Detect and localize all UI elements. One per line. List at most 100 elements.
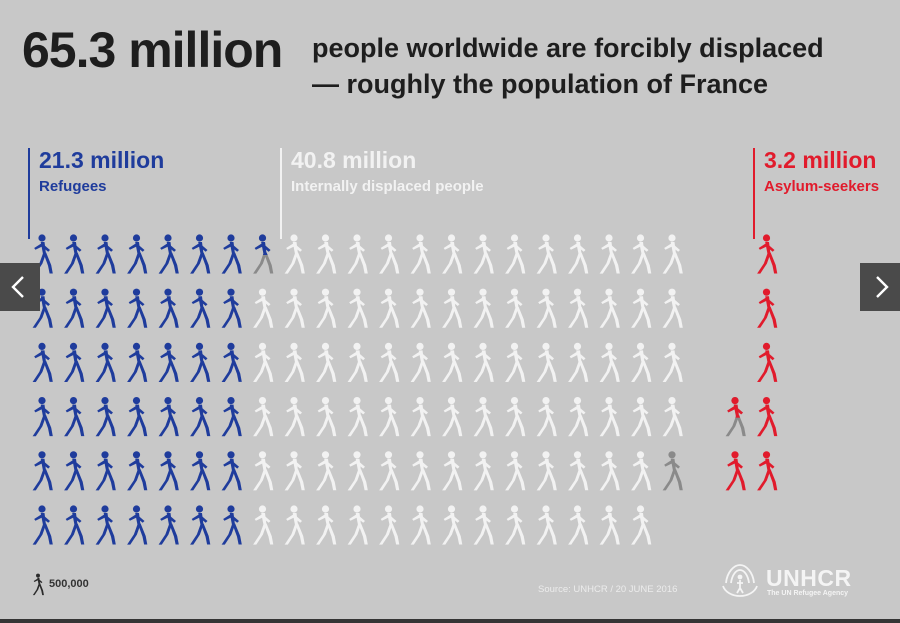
idp-person-icon: [662, 342, 683, 382]
idp-person-icon: [316, 505, 337, 545]
refugee-person-icon: [127, 451, 148, 491]
refugee-person-icon: [158, 397, 179, 437]
idp-person-icon: [442, 505, 463, 545]
icon-grid: [32, 234, 778, 545]
refugee-person-icon: [64, 451, 85, 491]
idp-person-icon: [410, 342, 431, 382]
idp-person-icon: [347, 234, 368, 274]
idp-person-icon: [442, 342, 463, 382]
refugee-person-icon: [221, 342, 242, 382]
refugee-person-icon: [158, 451, 179, 491]
idp-person-icon: [284, 451, 305, 491]
idp-person-icon: [599, 234, 620, 274]
refugee-person-icon: [127, 342, 148, 382]
idp-person-icon: [284, 288, 305, 328]
idp-person-icon: [536, 397, 557, 437]
refugee-person-icon: [127, 505, 148, 545]
refugee-person-icon: [32, 505, 53, 545]
idp-value: 40.8 million: [291, 147, 417, 173]
refugee-person-icon: [95, 234, 116, 274]
headline-subtitle: people worldwide are forcibly displaced …: [312, 30, 824, 102]
idp-person-icon: [347, 505, 368, 545]
idp-person-icon: [568, 234, 589, 274]
idp-person-icon: [442, 397, 463, 437]
idp-person-icon: [505, 505, 526, 545]
idp-person-icon: [347, 397, 368, 437]
idp-person-icon: [410, 505, 431, 545]
next-slide-button[interactable]: [860, 263, 900, 311]
idp-person-icon: [284, 397, 305, 437]
refugees-label: Refugees: [39, 178, 107, 195]
chevron-left-icon: [11, 276, 24, 298]
idp-person-icon: [599, 505, 620, 545]
idp-person-icon: [631, 288, 652, 328]
refugee-person-icon: [221, 234, 242, 274]
idp-rule: [280, 148, 282, 239]
asylum-value: 3.2 million: [764, 147, 877, 173]
refugee-person-icon: [95, 397, 116, 437]
idp-person-icon: [379, 397, 400, 437]
refugee-person-icon: [95, 288, 116, 328]
idp-person-icon: [379, 342, 400, 382]
refugee-person-icon: [127, 288, 148, 328]
idp-person-icon: [253, 288, 274, 328]
idp-person-icon: [536, 234, 557, 274]
scale-unit-label: 500,000: [49, 578, 89, 590]
refugee-person-icon: [64, 234, 85, 274]
chevron-right-icon: [876, 276, 889, 298]
idp-person-icon: [631, 451, 652, 491]
idp-person-icon: [316, 234, 337, 274]
idp-person-icon: [568, 397, 589, 437]
idp-person-icon: [347, 288, 368, 328]
refugee-partial-person-icon: [253, 234, 274, 274]
idp-person-icon: [379, 505, 400, 545]
idp-person-icon: [284, 342, 305, 382]
asylum-seeker-person-icon: [757, 288, 778, 328]
asylum-label: Asylum-seekers: [764, 178, 880, 195]
idp-person-icon: [505, 342, 526, 382]
idp-person-icon: [473, 234, 494, 274]
bottom-bar: [0, 619, 900, 623]
asylum-seeker-partial-person-icon: [725, 397, 746, 437]
asylum-rule: [753, 148, 755, 239]
refugee-person-icon: [158, 342, 179, 382]
idp-person-icon: [347, 451, 368, 491]
refugee-person-icon: [190, 397, 211, 437]
idp-person-icon: [599, 451, 620, 491]
idp-person-icon: [599, 397, 620, 437]
idp-person-icon: [631, 397, 652, 437]
idp-person-icon: [536, 451, 557, 491]
refugee-person-icon: [127, 397, 148, 437]
idp-person-icon: [473, 288, 494, 328]
idp-person-icon: [599, 288, 620, 328]
unhcr-emblem-icon: [722, 564, 758, 597]
refugee-person-icon: [95, 342, 116, 382]
idp-person-icon: [316, 342, 337, 382]
refugee-person-icon: [158, 505, 179, 545]
idp-person-icon: [316, 397, 337, 437]
unhcr-wordmark: UNHCR: [766, 565, 852, 591]
refugees-value: 21.3 million: [39, 147, 165, 173]
idp-person-icon: [536, 505, 557, 545]
asylum-seeker-person-icon: [757, 397, 778, 437]
idp-person-icon: [662, 397, 683, 437]
previous-slide-button[interactable]: [0, 263, 40, 311]
refugee-person-icon: [95, 505, 116, 545]
idp-person-icon: [662, 234, 683, 274]
refugee-person-icon: [64, 505, 85, 545]
idp-person-icon: [473, 451, 494, 491]
asylum-seeker-person-icon: [725, 451, 746, 491]
idp-person-icon: [568, 451, 589, 491]
idp-person-icon: [568, 505, 589, 545]
person-unit-icon: [32, 573, 44, 596]
idp-person-icon: [536, 342, 557, 382]
refugees-rule: [28, 148, 30, 239]
idp-person-icon: [631, 234, 652, 274]
refugee-person-icon: [190, 342, 211, 382]
refugee-person-icon: [190, 451, 211, 491]
idp-person-icon: [410, 451, 431, 491]
refugee-person-icon: [190, 234, 211, 274]
idp-person-icon: [505, 451, 526, 491]
idp-person-icon: [410, 288, 431, 328]
